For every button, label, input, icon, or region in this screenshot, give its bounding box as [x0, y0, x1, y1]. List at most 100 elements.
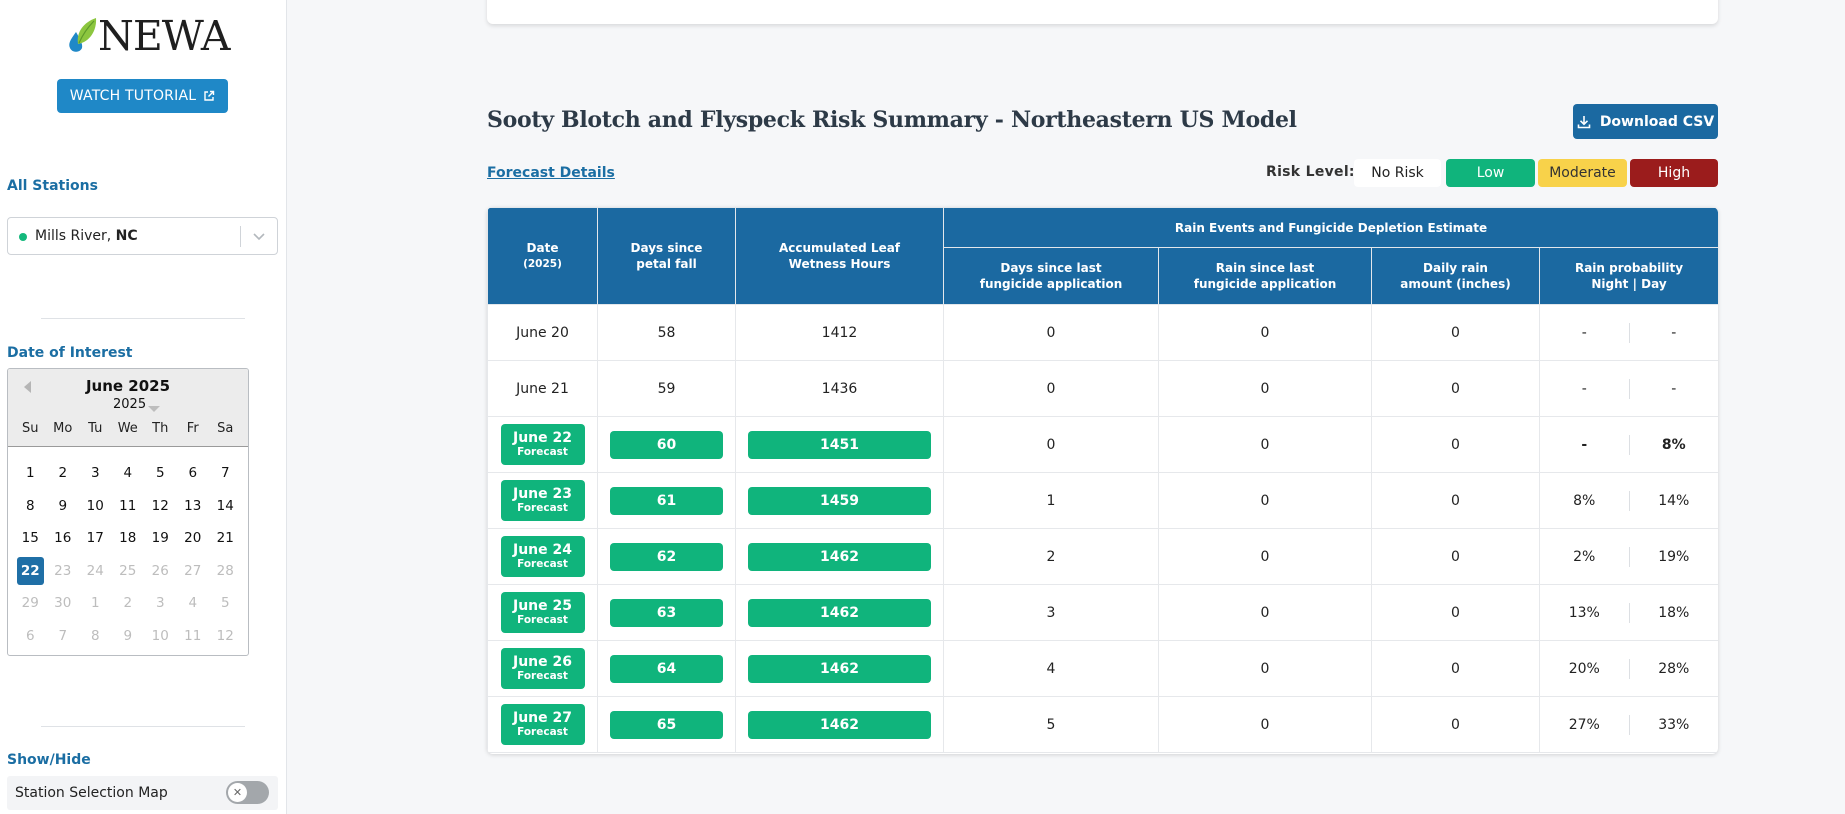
calendar-day[interactable]: 17 [86, 530, 104, 546]
rain-prob-night: - [1581, 324, 1587, 341]
cell-leaf-wetness: 1436 [735, 360, 944, 417]
leaf-wetness-badge: 1462 [748, 542, 931, 571]
rain-prob-separator [1628, 378, 1630, 399]
calendar-day[interactable]: 7 [220, 465, 230, 481]
leaf-wetness-value: 1436 [821, 380, 858, 397]
calendar-day[interactable]: 10 [86, 497, 104, 514]
toggle-off-icon: ✕ [228, 783, 247, 802]
rain-prob-separator [1628, 434, 1630, 455]
weekday-label: Th [152, 421, 169, 436]
rain-probability-pair: 27% 33% [1540, 697, 1718, 752]
calendar-day: 28 [216, 562, 234, 579]
days-petal-badge: 61 [610, 486, 723, 515]
risk-summary-table: Date (2025) Days since petal fall Accumul… [487, 207, 1718, 753]
station-map-toggle[interactable]: ✕ [226, 781, 269, 804]
cell-days-petal-fall: 60 [597, 416, 736, 473]
header-rain-probability: Rain probability Night | Day [1538, 247, 1718, 305]
external-link-icon [204, 90, 215, 101]
cell-leaf-wetness: 1462 [735, 528, 944, 585]
cell-leaf-wetness: 1459 [735, 472, 944, 529]
date-value: June 25 [513, 598, 572, 614]
cell-date: June 25 Forecast [487, 584, 598, 641]
year-dropdown-icon[interactable] [148, 406, 160, 412]
calendar-week-row: 8 9 10 11 12 13 14 [14, 492, 242, 525]
header-days-fungicide: Days since last fungicide application [943, 247, 1159, 305]
previous-month-icon[interactable] [24, 381, 31, 393]
table-row: June 20 58 1412 0 0 0- - [487, 304, 1718, 361]
cell-days-fungicide: 0 [943, 304, 1159, 361]
rain-probability-pair: 2% 19% [1540, 529, 1718, 584]
table-row: June 25 Forecast 63 1462 3 0 0 13% 18% [487, 584, 1718, 641]
calendar-day-selected[interactable]: 22 [16, 556, 44, 585]
table-row: June 26 Forecast 64 1462 4 0 0 20% 28% [487, 640, 1718, 697]
calendar-day[interactable]: 11 [119, 497, 137, 514]
calendar-day[interactable]: 1 [25, 465, 35, 481]
cell-rain-fungicide: 0 [1158, 640, 1372, 697]
calendar-day[interactable]: 4 [123, 465, 133, 481]
calendar-day[interactable]: 20 [184, 530, 202, 546]
calendar-day: 7 [58, 627, 68, 644]
chevron-down-icon[interactable] [252, 229, 266, 243]
calendar-day: 26 [151, 562, 169, 579]
calendar-day[interactable]: 2 [58, 465, 68, 481]
calendar-day[interactable]: 14 [216, 497, 234, 514]
calendar-day: 8 [90, 627, 100, 644]
cell-date: June 24 Forecast [487, 528, 598, 585]
watch-tutorial-button[interactable]: WATCH TUTORIAL [57, 79, 228, 113]
rain-prob-night: 8% [1573, 492, 1596, 509]
calendar-weekday-row: Su Mo Tu We Th Fr Sa [14, 421, 242, 436]
date-value: June 24 [513, 542, 572, 558]
sidebar: NEWA WATCH TUTORIAL All Stations Mills R… [0, 0, 287, 814]
calendar-day[interactable]: 21 [216, 530, 234, 546]
cell-rain-fungicide: 0 [1158, 696, 1372, 753]
calendar-day[interactable]: 13 [184, 497, 202, 514]
calendar-day: 24 [86, 562, 104, 579]
days-petal-badge: 60 [610, 430, 723, 459]
calendar-day[interactable]: 16 [54, 530, 72, 546]
calendar-day[interactable]: 5 [155, 465, 165, 481]
station-name: Mills River, [35, 228, 116, 244]
risk-level-no-risk: No Risk [1354, 159, 1441, 187]
newa-logo[interactable]: NEWA [64, 14, 231, 57]
calendar-week-row: 22 23 24 25 26 27 28 [14, 556, 242, 590]
calendar-day[interactable]: 9 [58, 497, 68, 514]
calendar-day[interactable]: 8 [25, 497, 35, 514]
cell-days-petal-fall: 58 [597, 304, 736, 361]
calendar-day[interactable]: 12 [151, 497, 169, 514]
date-value: June 23 [513, 486, 572, 502]
forecast-details-link[interactable]: Forecast Details [487, 165, 615, 181]
cell-date: June 27 Forecast [487, 696, 598, 753]
leaf-wetness-badge: 1462 [748, 710, 931, 739]
rain-prob-night: 27% [1568, 716, 1600, 733]
rain-probability-pair: 8% 14% [1540, 473, 1718, 528]
cell-days-petal-fall: 63 [597, 584, 736, 641]
header-rain-probability-sub: Night | Day [1591, 277, 1667, 291]
calendar-week-row: 15 16 17 18 19 20 21 [14, 524, 242, 557]
date-value: June 22 [513, 430, 572, 446]
calendar-day[interactable]: 6 [188, 465, 198, 481]
station-select[interactable]: Mills River, NC [7, 217, 278, 255]
calendar-day: 29 [21, 595, 39, 611]
rain-prob-day: 19% [1658, 548, 1690, 565]
calendar-day[interactable]: 18 [119, 530, 137, 546]
calendar-day[interactable]: 3 [90, 465, 100, 481]
calendar-day[interactable]: 19 [151, 530, 169, 546]
calendar-day: 11 [184, 627, 202, 644]
forecast-label: Forecast [517, 558, 568, 570]
rain-prob-night: - [1581, 380, 1587, 397]
table-row: June 24 Forecast 62 1462 2 0 0 2% 19% [487, 528, 1718, 585]
calendar-day[interactable]: 15 [21, 530, 39, 546]
calendar-day: 2 [123, 595, 133, 611]
date-value: June 27 [513, 710, 572, 726]
leaf-wetness-badge: 1462 [748, 598, 931, 627]
leaf-drop-icon [69, 18, 97, 52]
cell-days-fungicide: 2 [943, 528, 1159, 585]
cell-days-fungicide: 1 [943, 472, 1159, 529]
sidebar-divider [41, 726, 245, 727]
download-csv-button[interactable]: Download CSV [1573, 104, 1718, 139]
rain-prob-separator [1628, 546, 1630, 567]
calendar-year-select[interactable]: 2025 [113, 397, 147, 412]
cell-days-fungicide: 0 [943, 416, 1159, 473]
cell-daily-rain: 0 [1371, 416, 1540, 473]
rain-prob-day: - [1671, 324, 1677, 341]
